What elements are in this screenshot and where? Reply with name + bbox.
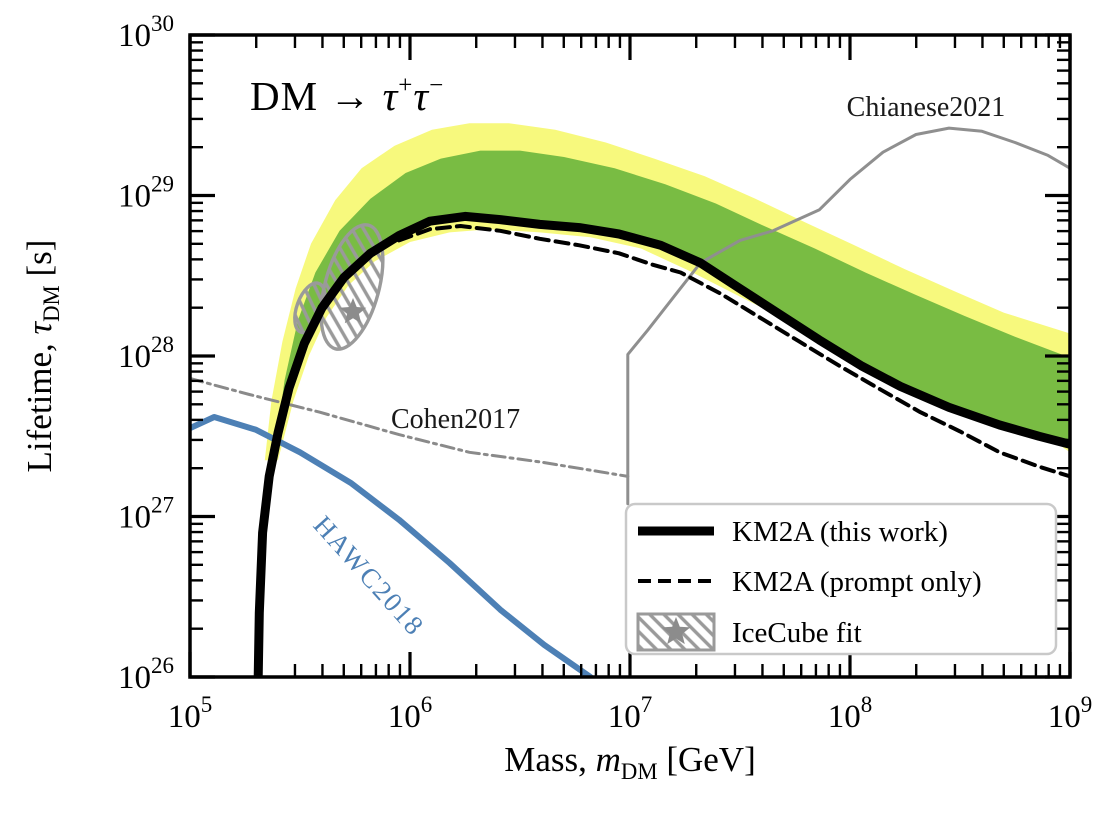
series-km2a-this-work (253, 211, 1070, 677)
y-tick-label: 1030 (118, 11, 174, 54)
icecube-best-fit-star (339, 298, 367, 324)
x-tick-label: 107 (608, 692, 653, 735)
legend-swatch-star-icon (661, 617, 691, 645)
plot-area (190, 123, 1070, 677)
y-tick-label: 1028 (118, 332, 174, 375)
x-tick-label: 105 (168, 692, 213, 735)
plot-border (188, 33, 1072, 679)
series-cohen2017 (190, 377, 630, 478)
y-tick-label: 1027 (118, 493, 174, 536)
y-tick-label: 1029 (118, 172, 174, 215)
legend-box (624, 502, 1058, 656)
x-tick-label: 106 (388, 692, 433, 735)
legend-item-label: KM2A (prompt only) (732, 566, 982, 598)
legend: KM2A (this work) KM2A (prompt only) IceCub… (624, 502, 1058, 656)
legend-item-label: KM2A (this work) (732, 516, 948, 548)
x-tick-label: 109 (1048, 692, 1093, 735)
series-km2a-prompt-only (397, 224, 1070, 479)
x-tick-label: 108 (828, 692, 873, 735)
axis-ticks (188, 33, 1072, 679)
series-hawc2018 (190, 414, 594, 677)
legend-item-label: IceCube fit (732, 617, 862, 649)
series-chianese2021 (626, 126, 1070, 506)
y-tick-label: 1026 (118, 653, 174, 696)
